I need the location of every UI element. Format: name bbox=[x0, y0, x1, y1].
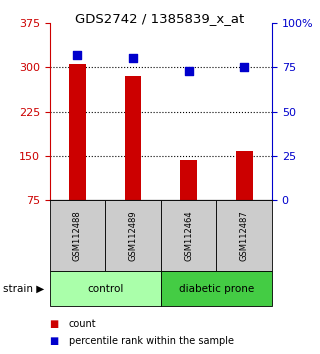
Text: GSM112464: GSM112464 bbox=[184, 210, 193, 261]
Point bbox=[242, 64, 247, 70]
Bar bbox=[180, 160, 197, 200]
Text: ■: ■ bbox=[50, 319, 59, 329]
Text: GSM112488: GSM112488 bbox=[73, 210, 82, 261]
Point bbox=[186, 68, 191, 74]
Bar bbox=[125, 76, 141, 200]
Text: percentile rank within the sample: percentile rank within the sample bbox=[69, 336, 234, 346]
Text: diabetic prone: diabetic prone bbox=[179, 284, 254, 293]
Text: ■: ■ bbox=[50, 336, 59, 346]
Text: GSM112489: GSM112489 bbox=[129, 210, 138, 261]
Text: control: control bbox=[87, 284, 124, 293]
Bar bbox=[69, 64, 86, 200]
Text: count: count bbox=[69, 319, 96, 329]
Text: GDS2742 / 1385839_x_at: GDS2742 / 1385839_x_at bbox=[76, 12, 244, 25]
Text: GSM112487: GSM112487 bbox=[240, 210, 249, 261]
Text: strain ▶: strain ▶ bbox=[3, 284, 44, 293]
Bar bbox=[236, 151, 252, 200]
Point bbox=[131, 56, 136, 61]
Point bbox=[75, 52, 80, 58]
